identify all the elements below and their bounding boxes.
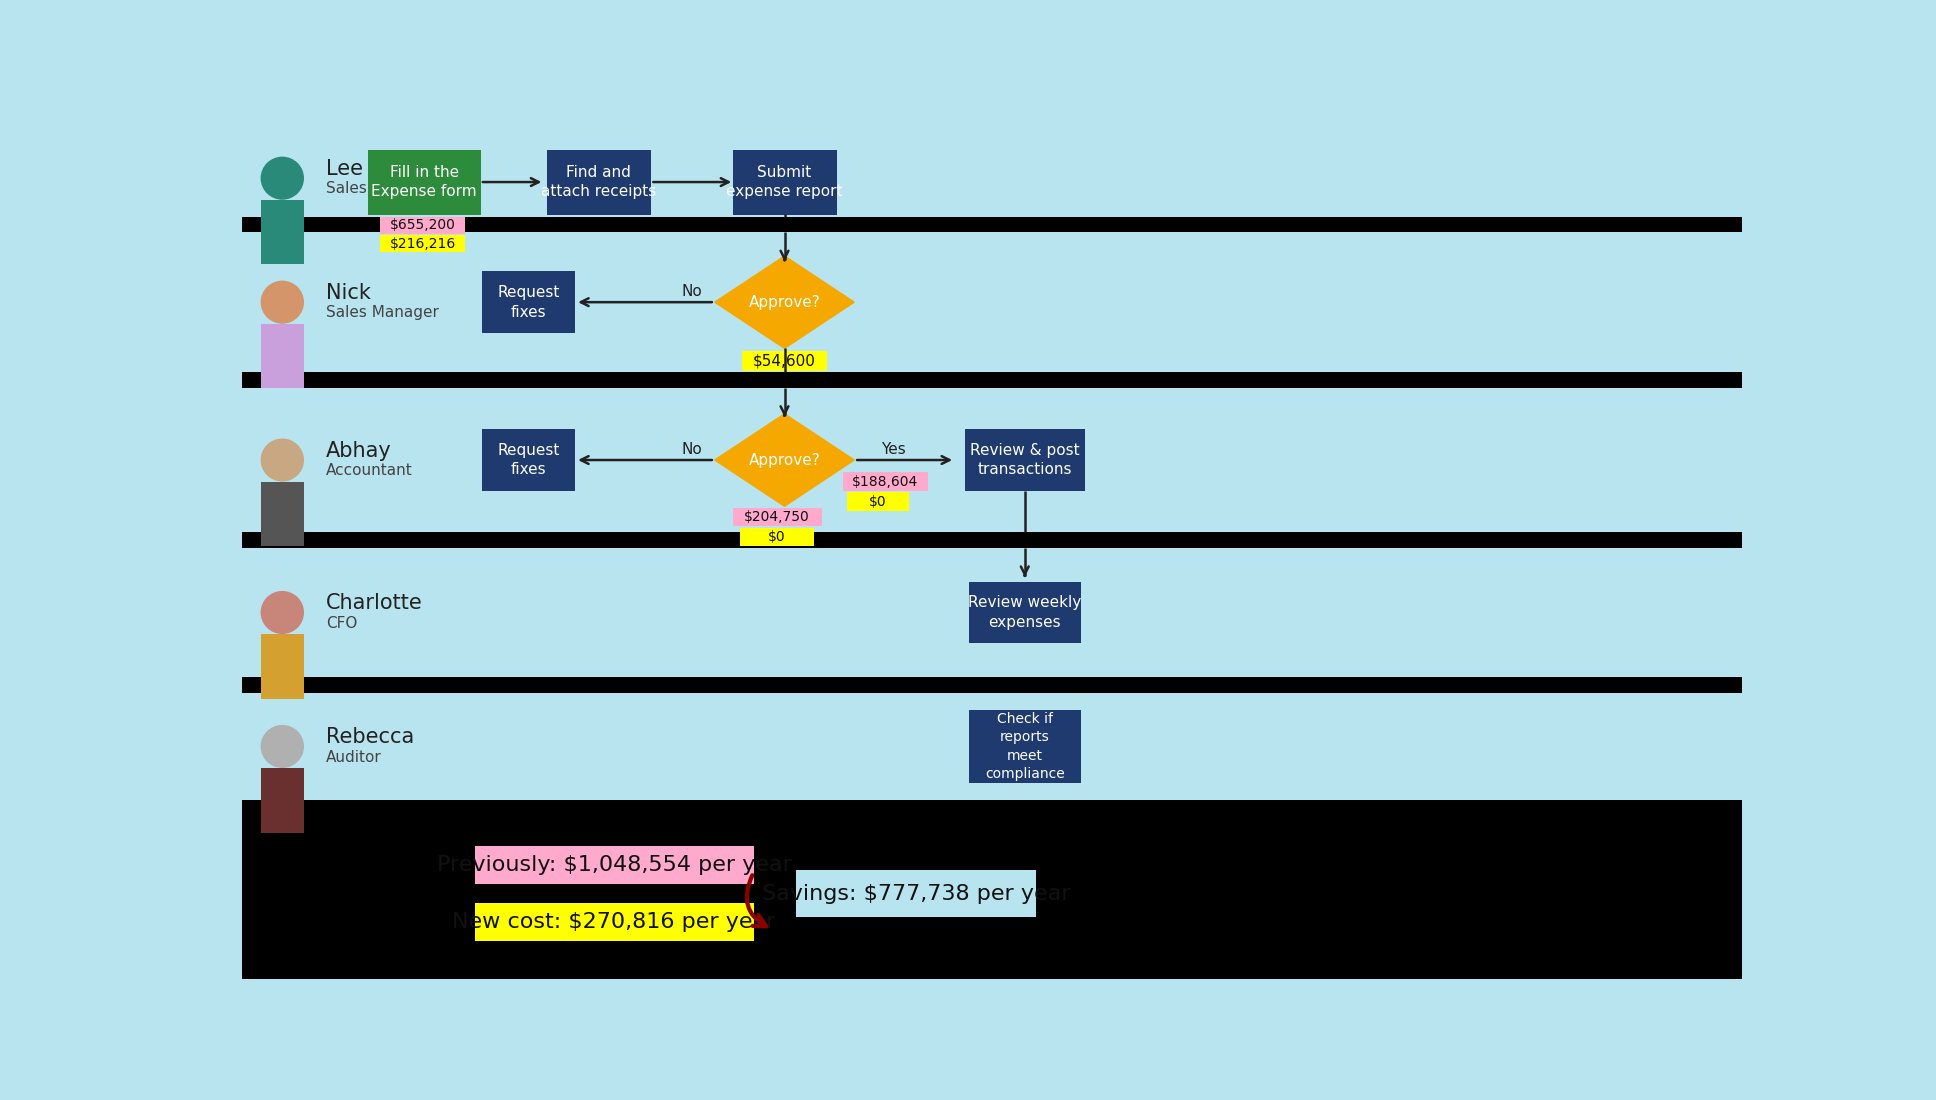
Bar xyxy=(968,582,1082,643)
Text: $188,604: $188,604 xyxy=(852,474,918,488)
Text: Lee: Lee xyxy=(325,160,362,179)
Bar xyxy=(242,217,1742,232)
Text: Nick: Nick xyxy=(325,283,370,302)
Text: Request
fixes: Request fixes xyxy=(498,442,560,477)
Text: Review weekly
expenses: Review weekly expenses xyxy=(968,595,1082,630)
Bar xyxy=(242,808,1742,979)
Text: Approve?: Approve? xyxy=(749,295,821,310)
Bar xyxy=(242,372,1742,387)
Bar xyxy=(261,200,304,264)
Text: CFO: CFO xyxy=(325,616,356,630)
Bar xyxy=(482,272,575,333)
Text: Fill in the
Expense form: Fill in the Expense form xyxy=(372,165,476,199)
Bar xyxy=(732,150,836,216)
Text: $216,216: $216,216 xyxy=(389,236,455,251)
Bar xyxy=(732,508,821,526)
Bar xyxy=(379,235,465,252)
Bar xyxy=(740,528,813,547)
Text: New cost: $270,816 per year: New cost: $270,816 per year xyxy=(453,912,776,932)
Text: Accountant: Accountant xyxy=(325,463,412,478)
Bar xyxy=(964,429,1086,491)
Circle shape xyxy=(261,156,304,200)
Bar xyxy=(546,150,650,216)
Text: Rebecca: Rebecca xyxy=(325,727,414,747)
Circle shape xyxy=(261,280,304,323)
Bar xyxy=(261,323,304,388)
Bar xyxy=(482,429,575,491)
Text: Yes: Yes xyxy=(881,442,906,456)
Text: Request
fixes: Request fixes xyxy=(498,285,560,320)
Text: Sales: Sales xyxy=(325,182,366,197)
Circle shape xyxy=(261,591,304,634)
Bar xyxy=(368,150,480,216)
Bar xyxy=(242,685,1742,808)
Bar xyxy=(474,903,753,942)
Text: $655,200: $655,200 xyxy=(389,218,455,232)
Bar xyxy=(242,540,1742,685)
Bar xyxy=(842,472,927,491)
Text: Check if
reports
meet
compliance: Check if reports meet compliance xyxy=(985,712,1065,781)
Bar xyxy=(242,532,1742,548)
Bar xyxy=(741,351,827,371)
Text: No: No xyxy=(681,284,703,299)
Polygon shape xyxy=(714,414,854,506)
Bar xyxy=(474,846,753,884)
Text: Charlotte: Charlotte xyxy=(325,593,422,613)
Bar xyxy=(261,482,304,547)
Text: Previously: $1,048,554 per year: Previously: $1,048,554 per year xyxy=(436,855,792,875)
Bar xyxy=(242,132,1742,224)
Text: Savings: $777,738 per year: Savings: $777,738 per year xyxy=(763,883,1071,903)
Polygon shape xyxy=(714,256,854,349)
Bar xyxy=(261,634,304,698)
Circle shape xyxy=(261,439,304,482)
Bar xyxy=(379,217,465,233)
Bar xyxy=(242,801,1742,816)
Bar xyxy=(968,711,1082,783)
Circle shape xyxy=(261,725,304,768)
Text: $54,600: $54,600 xyxy=(753,353,815,369)
Bar xyxy=(846,493,908,510)
Text: $0: $0 xyxy=(769,530,786,544)
Text: Abhay: Abhay xyxy=(325,441,391,461)
Text: Sales Manager: Sales Manager xyxy=(325,306,439,320)
Text: $0: $0 xyxy=(869,495,887,508)
Bar xyxy=(261,768,304,833)
Bar xyxy=(242,224,1742,380)
Bar xyxy=(242,379,1742,540)
Text: $204,750: $204,750 xyxy=(743,510,809,524)
Text: Review & post
transactions: Review & post transactions xyxy=(970,442,1080,477)
Text: Submit
expense report: Submit expense report xyxy=(726,165,842,199)
Text: Find and
attach receipts: Find and attach receipts xyxy=(540,165,656,199)
Bar xyxy=(796,870,1036,916)
Text: Approve?: Approve? xyxy=(749,452,821,468)
Text: No: No xyxy=(681,442,703,456)
Text: Auditor: Auditor xyxy=(325,750,381,764)
Bar xyxy=(242,678,1742,693)
